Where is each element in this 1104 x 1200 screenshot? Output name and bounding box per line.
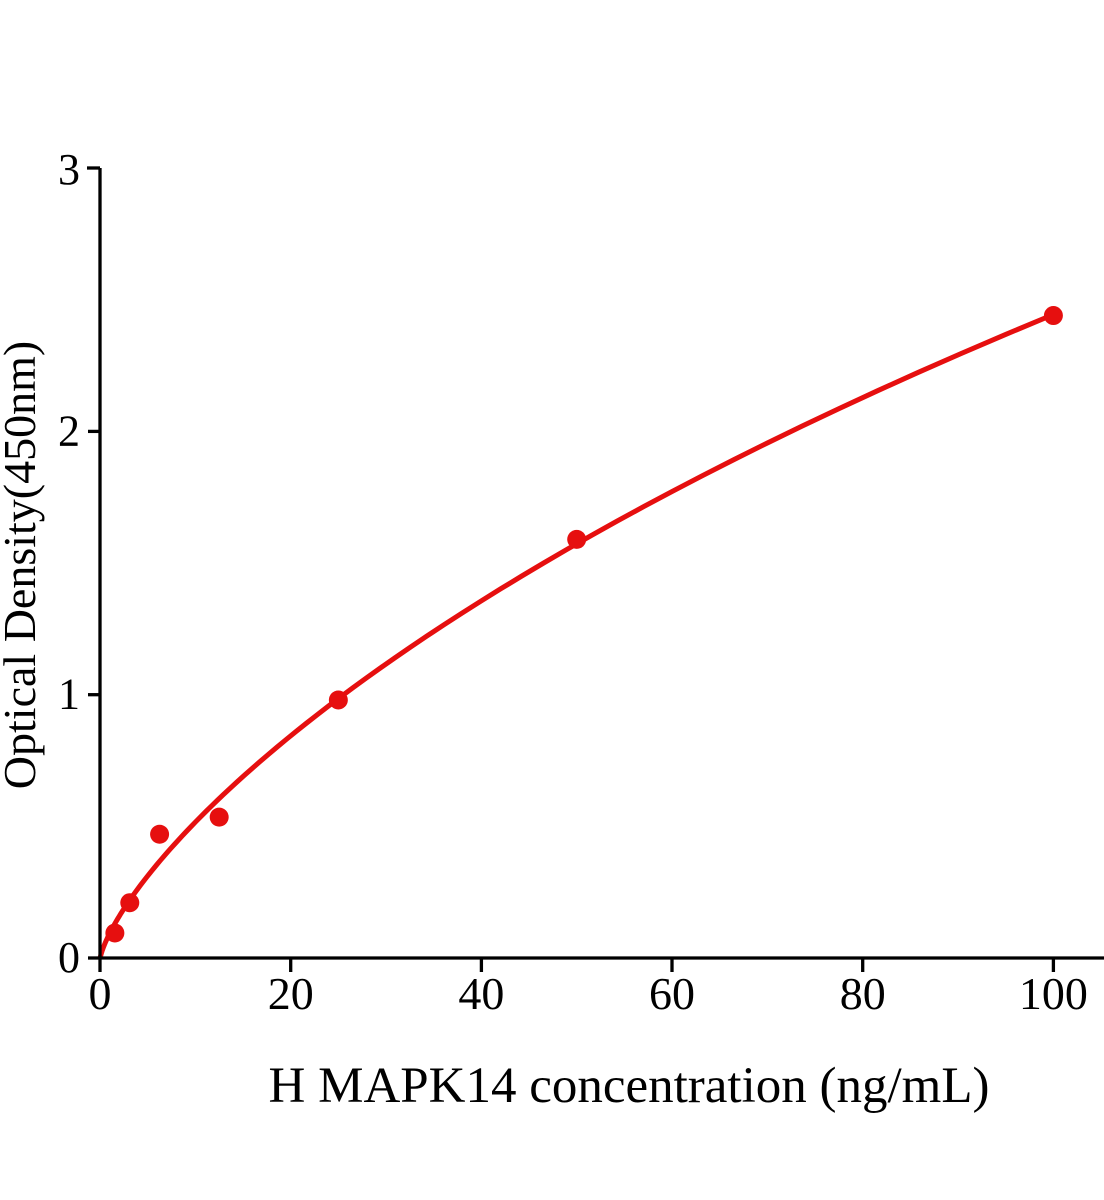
svg-text:20: 20 (268, 968, 314, 1019)
svg-text:100: 100 (1019, 968, 1088, 1019)
svg-text:1: 1 (58, 670, 80, 719)
svg-text:H MAPK14 concentration (ng/mL): H MAPK14 concentration (ng/mL) (269, 1058, 990, 1114)
svg-text:Optical Density(450nm): Optical Density(450nm) (0, 341, 45, 789)
svg-text:0: 0 (89, 968, 112, 1019)
svg-text:60: 60 (649, 968, 695, 1019)
svg-text:0: 0 (58, 933, 80, 982)
svg-text:3: 3 (58, 145, 80, 194)
svg-text:2: 2 (58, 406, 80, 455)
svg-text:40: 40 (458, 968, 504, 1019)
svg-text:80: 80 (840, 968, 886, 1019)
